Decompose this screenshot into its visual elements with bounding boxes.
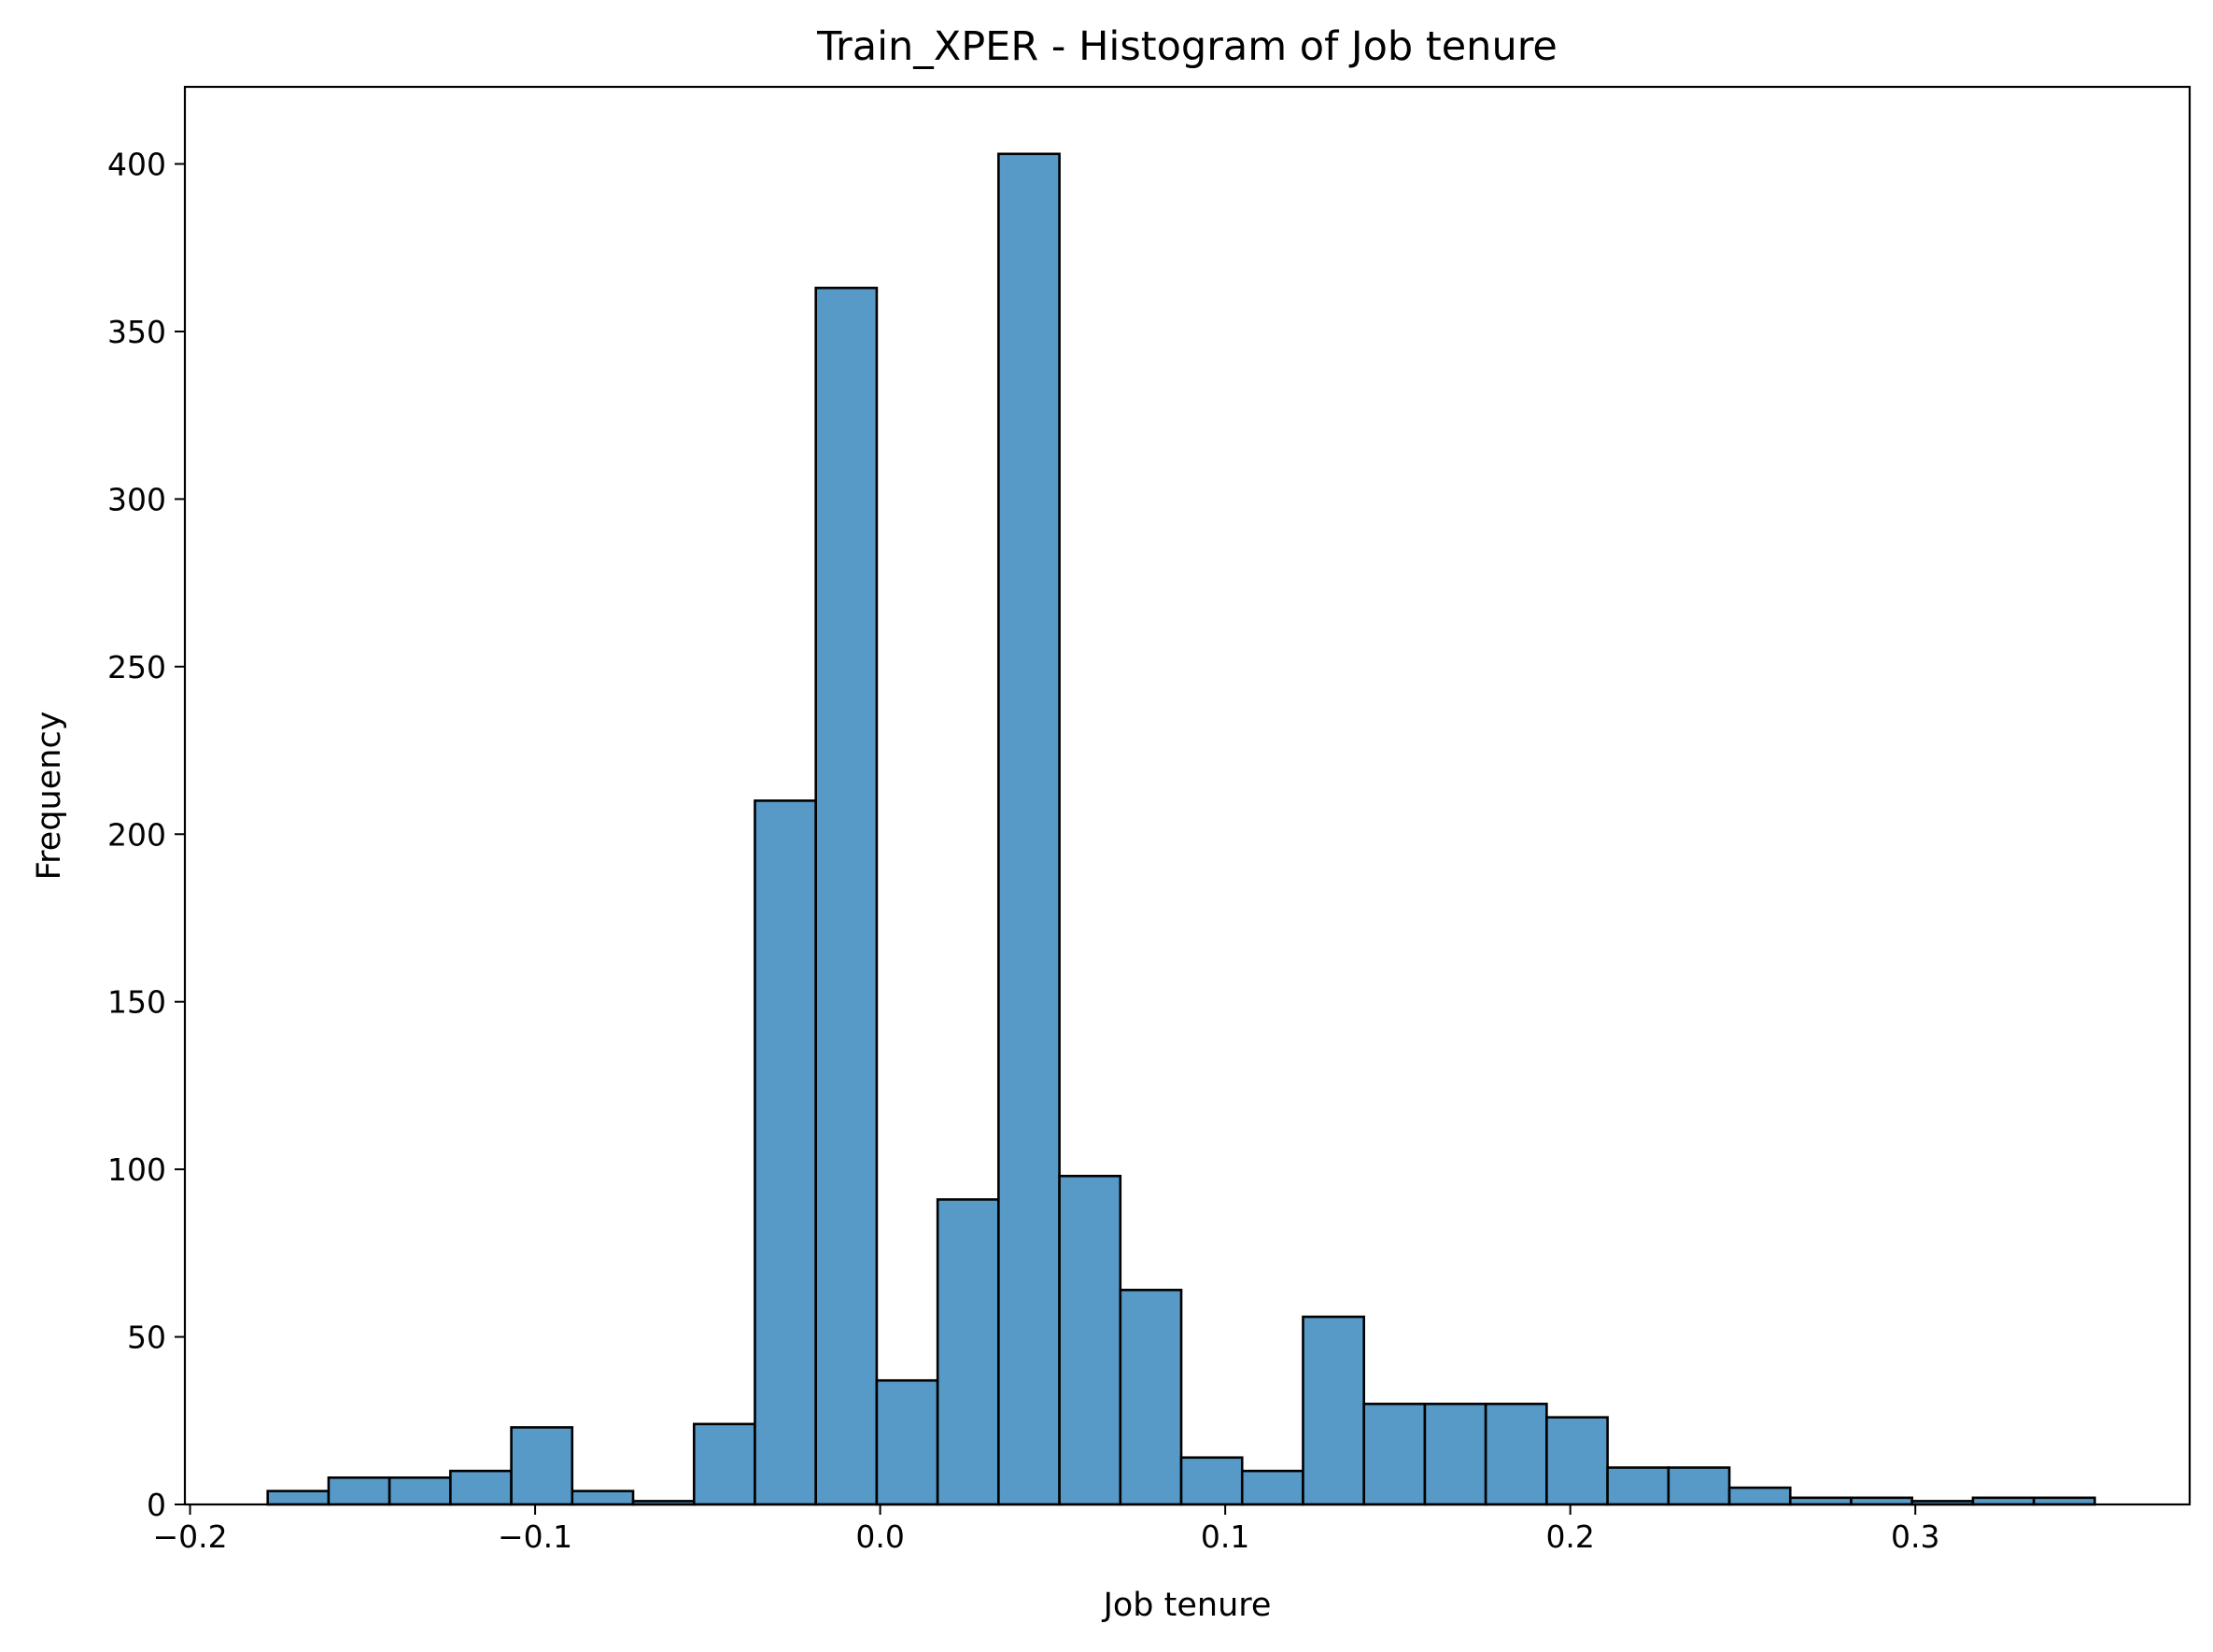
y-tick-label: 300	[107, 481, 166, 517]
histogram-bar	[875, 1378, 939, 1506]
histogram-bar	[997, 152, 1061, 1506]
histogram-bar	[936, 1198, 1000, 1506]
histogram-bar	[388, 1476, 452, 1506]
y-tick-label: 200	[107, 816, 166, 853]
x-tick-label: 0.1	[1201, 1518, 1249, 1555]
histogram-bar	[1423, 1403, 1487, 1506]
x-tick-label: 0.3	[1891, 1518, 1939, 1555]
y-axis-ticks: 0 50 100 150 200 250 300 350 400	[107, 147, 185, 1523]
histogram-bar	[327, 1476, 391, 1506]
x-tick-label: −0.2	[152, 1518, 227, 1555]
histogram-bar	[1727, 1486, 1792, 1506]
histogram-bar	[1302, 1315, 1365, 1506]
histogram-bar	[266, 1490, 331, 1506]
y-tick-label: 100	[107, 1151, 166, 1188]
histogram-bar	[1119, 1289, 1183, 1506]
x-axis-label: Job tenure	[1102, 1587, 1272, 1624]
histogram-bar	[1179, 1456, 1244, 1506]
bar-group	[266, 152, 2096, 1506]
y-tick-label: 50	[127, 1320, 166, 1356]
histogram-bar	[754, 799, 817, 1506]
histogram-bar	[571, 1490, 635, 1506]
histogram-bar	[1606, 1466, 1670, 1506]
plot-frame	[183, 85, 2192, 1506]
y-tick-label: 400	[107, 147, 166, 183]
x-tick-label: −0.1	[498, 1518, 572, 1555]
y-tick-label: 150	[107, 984, 166, 1021]
histogram-bar	[1058, 1175, 1122, 1506]
histogram-bar	[1667, 1466, 1731, 1506]
y-tick-label: 250	[107, 649, 166, 685]
histogram-bar	[449, 1469, 513, 1506]
x-axis-ticks: −0.2 −0.1 0.0 0.1 0.2 0.3	[152, 1504, 1939, 1555]
histogram-bar	[692, 1422, 756, 1506]
histogram-bar	[814, 287, 879, 1506]
y-tick-label: 350	[107, 314, 166, 350]
histogram-bar	[510, 1426, 574, 1506]
chart-title: Train_XPER - Histogram of Job tenure	[816, 23, 1558, 70]
x-tick-label: 0.2	[1545, 1518, 1594, 1555]
y-axis-label: Frequency	[31, 712, 68, 881]
histogram-bar	[1362, 1403, 1427, 1506]
histogram-bar	[1545, 1416, 1609, 1506]
histogram-bar	[1484, 1403, 1548, 1506]
y-tick-label: 0	[147, 1487, 166, 1523]
x-tick-label: 0.0	[855, 1518, 904, 1555]
histogram-bar	[1240, 1469, 1304, 1506]
